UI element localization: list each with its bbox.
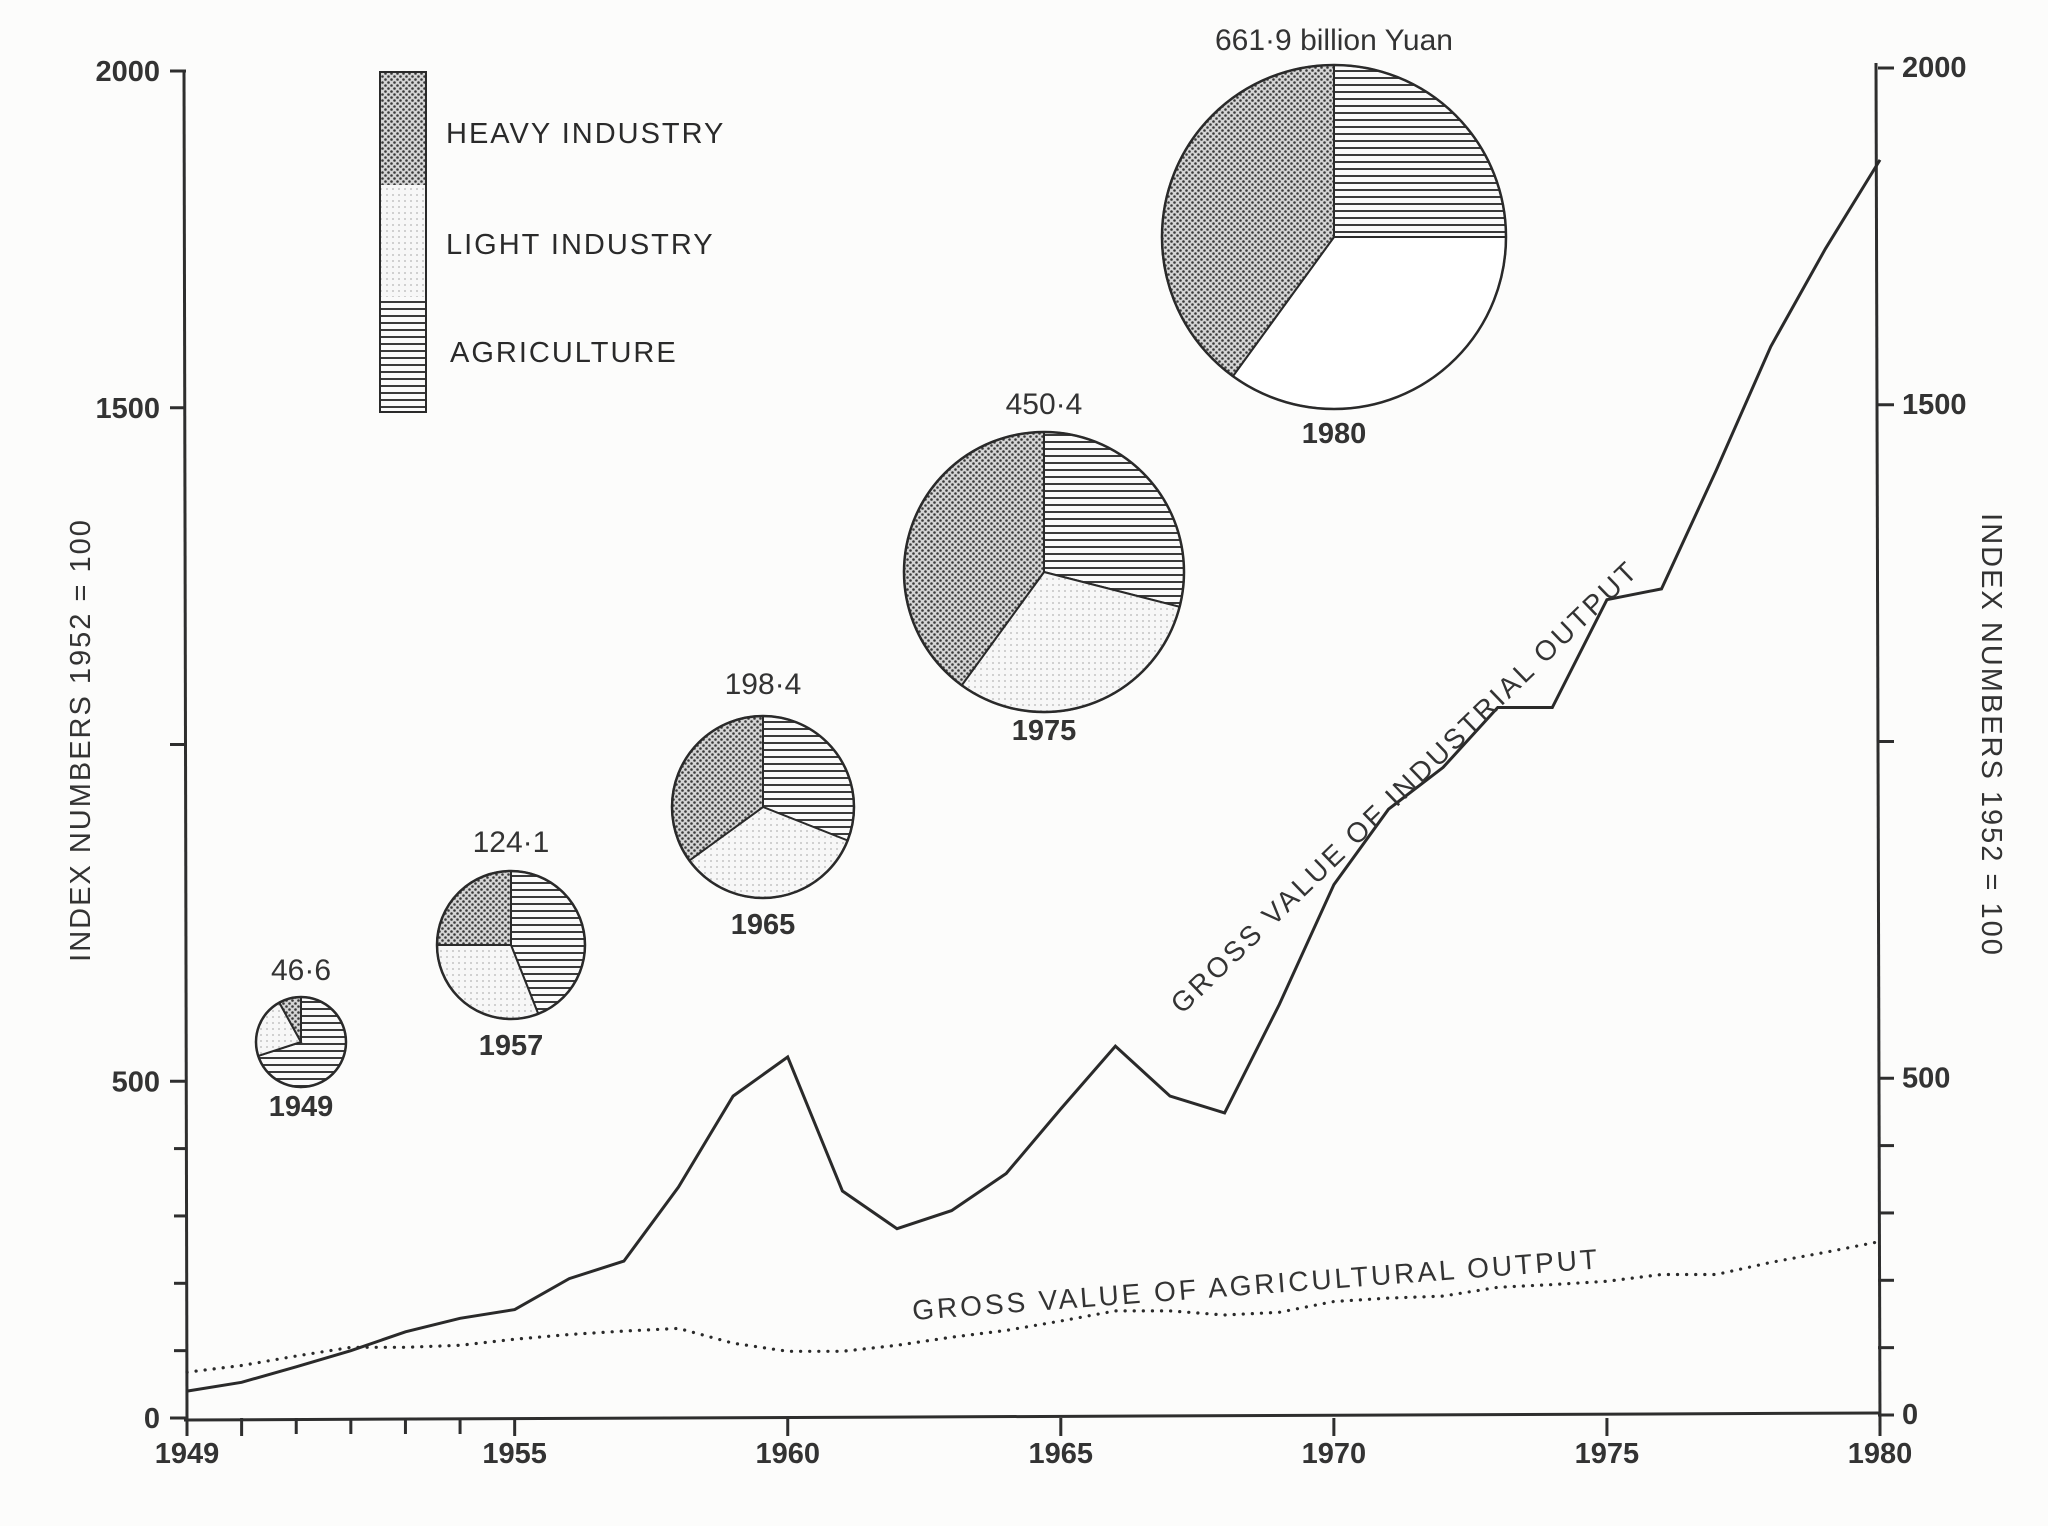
y-tick-label-left: 1500 bbox=[95, 393, 160, 425]
x-tick-label: 1970 bbox=[1302, 1438, 1367, 1470]
pie-1965: 198·4 1965 bbox=[670, 668, 856, 941]
left-y-ticks: 0 500 1500 2000 bbox=[95, 56, 186, 1435]
pie-value-label: 46·6 bbox=[271, 954, 331, 987]
pie-value-label: 661·9 billion Yuan bbox=[1215, 24, 1453, 57]
y-tick-label-left: 500 bbox=[112, 1066, 160, 1098]
y-axis-title-right: INDEX NUMBERS 1952 = 100 bbox=[1975, 513, 2007, 957]
pie-value-label: 450·4 bbox=[1006, 388, 1083, 421]
y-tick-label-right: 1500 bbox=[1902, 389, 1967, 421]
y-tick-label-left: 0 bbox=[144, 1403, 160, 1435]
x-axis: 1949 1955 1960 1965 1970 1975 1980 bbox=[155, 1411, 1913, 1470]
legend: HEAVY INDUSTRY LIGHT INDUSTRY AGRICULTUR… bbox=[379, 71, 725, 413]
right-y-ticks: 0 500 1500 2000 bbox=[1878, 52, 1967, 1431]
pie-year-label: 1980 bbox=[1302, 418, 1367, 450]
legend-swatch-heavy-industry bbox=[380, 72, 426, 185]
pie-1957: 124·1 1957 bbox=[435, 826, 587, 1062]
legend-swatch-light-industry bbox=[380, 185, 426, 297]
pie-1980: 661·9 billion Yuan 1980 bbox=[1160, 24, 1508, 450]
legend-label-heavy-industry: HEAVY INDUSTRY bbox=[446, 118, 725, 150]
pie-year-label: 1957 bbox=[479, 1030, 544, 1062]
pie-value-label: 124·1 bbox=[473, 826, 550, 859]
y-tick-label-right: 0 bbox=[1902, 1399, 1918, 1431]
y-tick-label-right: 500 bbox=[1902, 1062, 1950, 1094]
x-tick-label: 1955 bbox=[482, 1438, 547, 1470]
industrial-series-label: GROSS VALUE OF INDUSTRIAL OUTPUT bbox=[1165, 554, 1645, 1019]
industrial-output-line bbox=[186, 159, 1882, 1393]
x-tick-label: 1975 bbox=[1575, 1438, 1640, 1470]
right-y-axis: 0 500 1500 2000 bbox=[1874, 52, 1967, 1431]
legend-label-agriculture: AGRICULTURE bbox=[450, 337, 678, 369]
pie-year-label: 1975 bbox=[1012, 715, 1077, 747]
pie-year-label: 1949 bbox=[269, 1091, 334, 1123]
y-axis-title-left: INDEX NUMBERS 1952 = 100 bbox=[65, 518, 97, 962]
pie-charts: 46·6 1949 124·1 1957 198·4 1965 450·4 1975 661·9… bbox=[254, 24, 1508, 1123]
x-tick-label: 1980 bbox=[1848, 1438, 1913, 1470]
legend-swatch-agriculture bbox=[380, 297, 426, 412]
y-tick-label-right: 2000 bbox=[1902, 52, 1967, 84]
x-tick-label: 1949 bbox=[155, 1438, 220, 1470]
pie-value-label: 198·4 bbox=[725, 668, 802, 701]
pie-1975: 450·4 1975 bbox=[902, 388, 1186, 747]
pie-slice-agriculture bbox=[1333, 63, 1508, 238]
left-y-axis: 0 500 1500 2000 bbox=[95, 56, 189, 1435]
pie-1949: 46·6 1949 bbox=[254, 954, 348, 1123]
x-tick-label: 1960 bbox=[755, 1438, 820, 1470]
x-ticks: 1949 1955 1960 1965 1970 1975 1980 bbox=[155, 1418, 1913, 1470]
y-tick-label-left: 2000 bbox=[95, 56, 160, 88]
pie-year-label: 1965 bbox=[731, 909, 796, 941]
agricultural-series-label: GROSS VALUE OF AGRICULTURAL OUTPUT bbox=[911, 1243, 1601, 1326]
legend-label-light-industry: LIGHT INDUSTRY bbox=[446, 229, 715, 261]
x-tick-label: 1965 bbox=[1029, 1438, 1094, 1470]
